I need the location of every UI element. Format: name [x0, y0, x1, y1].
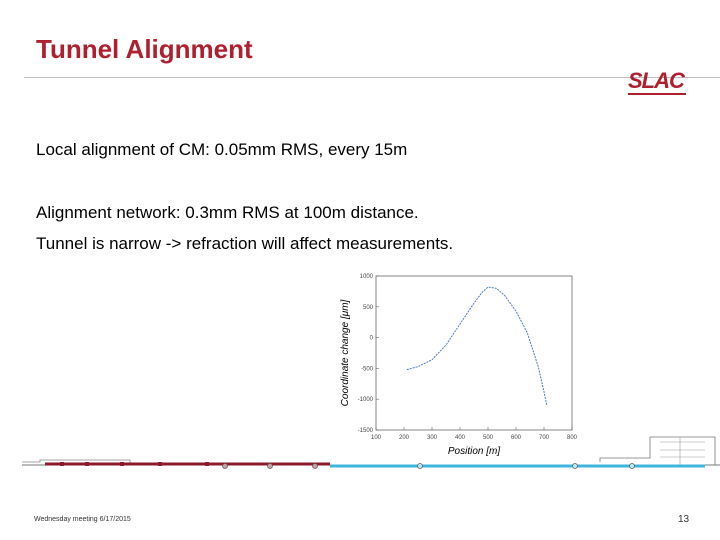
y-tick-label: -1000	[358, 397, 374, 403]
beam-element-marker	[267, 463, 273, 469]
logo-swoosh	[628, 93, 686, 95]
x-tick-label: 400	[455, 435, 466, 441]
cryomodule-unit	[85, 462, 89, 466]
bullet-cm-alignment: Local alignment of CM: 0.05mm RMS, every…	[36, 140, 408, 159]
beam-element-marker	[312, 463, 318, 469]
beam-element-marker	[629, 463, 635, 469]
cryomodule-unit	[205, 462, 209, 466]
building-outline	[599, 436, 716, 465]
slide-title: Tunnel Alignment	[36, 34, 253, 64]
beam-element-marker	[222, 463, 228, 469]
bullet-alignment-network: Alignment network: 0.3mm RMS at 100m dis…	[36, 203, 419, 222]
title-divider	[24, 77, 720, 78]
x-tick-label: 500	[483, 435, 494, 441]
y-tick-label: -500	[361, 366, 374, 372]
beam-element-marker	[572, 463, 578, 469]
cryomodule-unit	[120, 462, 124, 466]
page-number: 13	[678, 514, 690, 525]
x-tick-label: 100	[371, 435, 382, 441]
beam-elements	[60, 462, 635, 469]
x-axis-label: Position [m]	[448, 446, 500, 457]
x-tick-label: 200	[399, 435, 410, 441]
footer-meeting: Wednesday meeting 6/17/2015	[34, 516, 131, 523]
x-tick-label: 600	[511, 435, 522, 441]
tunnel-wall-outline	[22, 459, 131, 464]
y-tick-label: 1000	[360, 274, 374, 280]
plot-frame	[375, 275, 573, 431]
series-line	[406, 286, 548, 406]
plot-area: 100 200 300 400 500 600 700 800 1000 500 0 -500 -100…	[340, 274, 578, 457]
cryomodule-unit	[158, 462, 162, 466]
y-axis-label: Coordinate change [μm]	[340, 299, 351, 406]
y-tick-label: 0	[370, 336, 374, 342]
x-tick-label: 800	[567, 435, 578, 441]
y-tick-label: -1500	[358, 428, 374, 434]
cryomodule-unit	[60, 462, 64, 466]
coordinate-change-chart: 100 200 300 400 500 600 700 800 1000 500 0 -500 -100…	[340, 274, 578, 457]
beam-element-marker	[417, 463, 423, 469]
slac-logo: SLAC	[628, 68, 685, 93]
tunnel-beamline-diagram	[22, 436, 720, 469]
y-tick-label: 500	[363, 305, 374, 311]
bullet-tunnel-refraction: Tunnel is narrow -> refraction will affe…	[36, 234, 454, 253]
x-tick-label: 700	[539, 435, 550, 441]
x-tick-label: 300	[427, 435, 438, 441]
